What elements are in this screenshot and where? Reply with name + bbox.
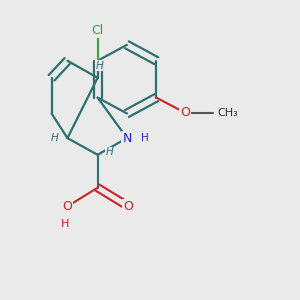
Text: Cl: Cl [92,24,104,37]
Text: H: H [141,133,148,143]
Text: H: H [51,133,58,143]
Text: O: O [62,200,72,213]
Text: CH₃: CH₃ [217,108,238,118]
Text: H: H [106,147,113,157]
Text: O: O [123,200,133,213]
Text: H: H [60,219,69,229]
Text: H: H [95,61,103,70]
Text: O: O [180,106,190,119]
Text: N: N [122,132,132,145]
